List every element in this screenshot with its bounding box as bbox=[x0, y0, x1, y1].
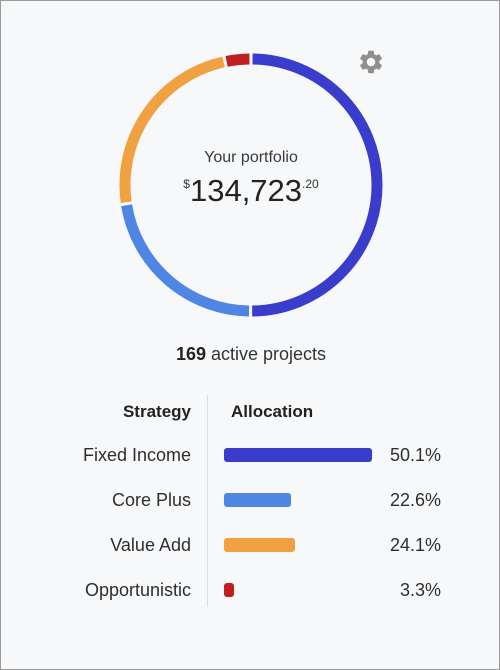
strategy-name: Opportunistic bbox=[84, 580, 191, 600]
allocation-percent: 3.3% bbox=[399, 580, 441, 600]
donut-segment-fixed-income bbox=[252, 53, 383, 317]
gear-icon[interactable] bbox=[357, 48, 385, 76]
table-row: Opportunistic 3.3% bbox=[1, 576, 500, 606]
portfolio-amount: $ 134,723 .20 bbox=[111, 173, 391, 209]
strategy-name: Core Plus bbox=[111, 490, 191, 510]
strategy-name: Value Add bbox=[110, 535, 191, 555]
donut-segment-opportunistic bbox=[225, 53, 250, 67]
allocation-bar bbox=[224, 583, 234, 597]
allocation-percent: 24.1% bbox=[389, 535, 441, 555]
allocation-percent: 22.6% bbox=[389, 490, 441, 510]
amount-value: 134,723 bbox=[189, 173, 303, 208]
amount-cents: .20 bbox=[302, 177, 319, 191]
allocation-bar bbox=[224, 493, 291, 507]
allocation-bar bbox=[224, 538, 295, 552]
table-row: Fixed Income 50.1% bbox=[1, 441, 500, 471]
donut-segment-value-add bbox=[119, 56, 225, 203]
header-allocation: Allocation bbox=[231, 402, 314, 421]
table-row: Value Add 24.1% bbox=[1, 531, 500, 561]
donut-center: Your portfolio $ 134,723 .20 bbox=[111, 45, 391, 325]
donut-chart bbox=[119, 53, 383, 317]
projects-count: 169 bbox=[175, 344, 206, 364]
donut-segment-core-plus bbox=[121, 204, 250, 317]
portfolio-label: Your portfolio bbox=[204, 149, 298, 166]
strategy-name: Fixed Income bbox=[82, 445, 191, 465]
projects-label: active projects bbox=[205, 344, 327, 364]
column-divider bbox=[207, 395, 208, 607]
header-strategy: Strategy bbox=[122, 402, 191, 421]
allocation-percent: 50.1% bbox=[389, 445, 441, 465]
allocation-bar bbox=[224, 448, 372, 462]
table-row: Core Plus 22.6% bbox=[1, 486, 500, 516]
portfolio-donut: Your portfolio $ 134,723 .20 bbox=[111, 45, 391, 325]
active-projects: 169 active projects bbox=[1, 344, 500, 365]
currency-symbol: $ bbox=[183, 177, 190, 191]
